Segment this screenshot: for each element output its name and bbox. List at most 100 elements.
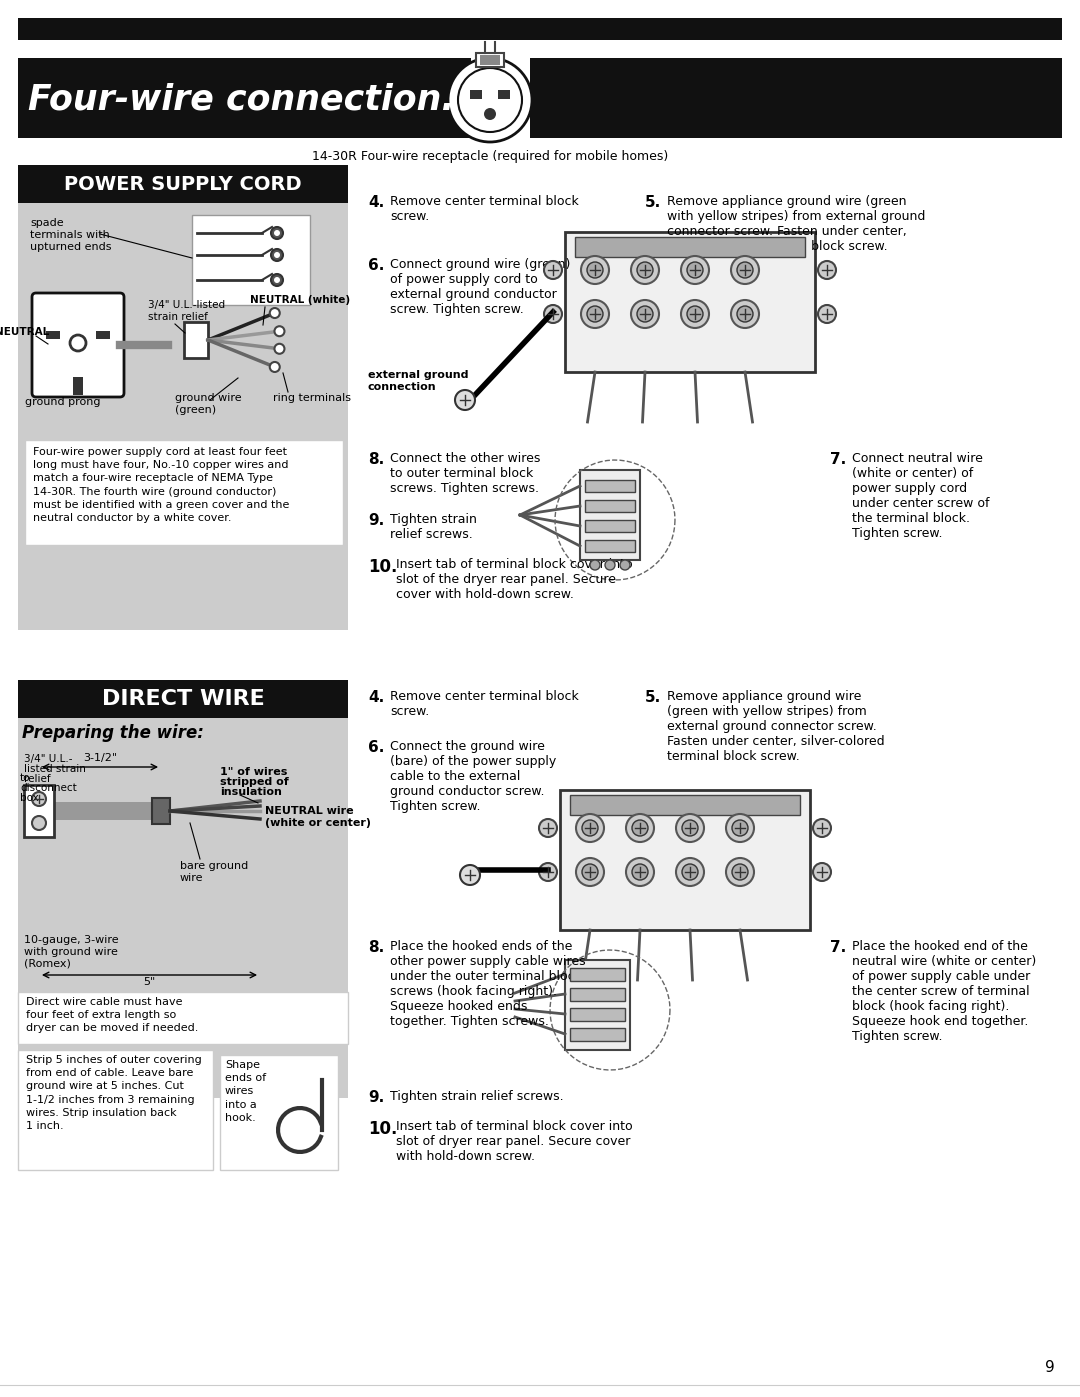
Circle shape [676, 858, 704, 886]
Bar [46, 331, 60, 339]
Text: Connect the other wires
to outer terminal block
screws. Tighten screws.: Connect the other wires to outer termina… [390, 453, 540, 495]
Text: 7.: 7. [831, 453, 847, 467]
Circle shape [448, 59, 532, 142]
Bar [580, 469, 640, 560]
Text: 10-gauge, 3-wire: 10-gauge, 3-wire [24, 935, 119, 944]
Bar [575, 237, 805, 257]
Circle shape [681, 300, 708, 328]
Circle shape [271, 226, 283, 239]
Bar [530, 59, 1062, 138]
Circle shape [732, 820, 748, 835]
Circle shape [453, 61, 528, 138]
Text: ring terminals: ring terminals [273, 393, 351, 402]
Circle shape [605, 560, 615, 570]
Circle shape [451, 61, 529, 138]
Bar [18, 1051, 213, 1171]
Circle shape [818, 305, 836, 323]
Text: Tighten strain relief screws.: Tighten strain relief screws. [390, 1090, 564, 1104]
Circle shape [274, 251, 280, 258]
Text: 5.: 5. [645, 690, 661, 705]
Text: Place the hooked ends of the
other power supply cable wires
under the outer term: Place the hooked ends of the other power… [390, 940, 585, 1028]
Bar [498, 89, 510, 99]
Bar [18, 680, 348, 718]
Text: Connect ground wire (green)
of power supply cord to
external ground conductor
sc: Connect ground wire (green) of power sup… [390, 258, 570, 316]
Text: Tighten strain
relief screws.: Tighten strain relief screws. [390, 513, 477, 541]
Circle shape [454, 64, 526, 136]
Circle shape [588, 263, 603, 278]
Text: 8.: 8. [368, 453, 384, 467]
Circle shape [687, 263, 703, 278]
Bar [585, 520, 635, 532]
Circle shape [484, 108, 496, 120]
Bar [96, 331, 110, 339]
Circle shape [576, 814, 604, 842]
Bar [570, 968, 625, 981]
Text: 9: 9 [1045, 1361, 1055, 1375]
Text: Preparing the wire:: Preparing the wire: [22, 724, 204, 742]
Circle shape [544, 305, 562, 323]
Text: NEUTRAL (white): NEUTRAL (white) [249, 295, 350, 305]
Text: relief: relief [24, 774, 51, 784]
Text: 7.: 7. [831, 940, 847, 956]
Circle shape [539, 819, 557, 837]
Text: Strip 5 inches of outer covering
from end of cable. Leave bare
ground wire at 5 : Strip 5 inches of outer covering from en… [26, 1055, 202, 1132]
Text: 1" of wires: 1" of wires [220, 767, 287, 777]
Text: Remove center terminal block
screw.: Remove center terminal block screw. [390, 690, 579, 718]
Circle shape [582, 863, 598, 880]
Circle shape [813, 819, 831, 837]
Text: strain relief: strain relief [148, 312, 207, 321]
Text: NEUTRAL: NEUTRAL [0, 327, 49, 337]
Text: terminals with: terminals with [30, 231, 110, 240]
Circle shape [460, 865, 480, 886]
Bar [480, 54, 500, 66]
Bar [470, 89, 482, 99]
Text: 3/4" U.L.-listed: 3/4" U.L.-listed [148, 300, 225, 310]
Text: (green): (green) [175, 405, 216, 415]
Text: ground prong: ground prong [25, 397, 100, 407]
Circle shape [726, 814, 754, 842]
Circle shape [581, 300, 609, 328]
Bar [18, 59, 471, 138]
Circle shape [458, 68, 522, 131]
Text: 6.: 6. [368, 740, 384, 754]
Circle shape [581, 256, 609, 284]
Bar [565, 960, 630, 1051]
Bar [25, 440, 343, 545]
Circle shape [676, 814, 704, 842]
Circle shape [590, 560, 600, 570]
Circle shape [274, 327, 284, 337]
Text: stripped of: stripped of [220, 777, 288, 787]
Bar [18, 165, 348, 630]
Bar [18, 18, 1062, 41]
Circle shape [637, 263, 653, 278]
Text: upturned ends: upturned ends [30, 242, 111, 251]
Text: 14-30R Four-wire receptacle (required for mobile homes): 14-30R Four-wire receptacle (required fo… [312, 149, 669, 163]
Text: 10.: 10. [368, 557, 397, 576]
Text: Shape
ends of
wires
into a
hook.: Shape ends of wires into a hook. [225, 1060, 266, 1123]
Text: POWER SUPPLY CORD: POWER SUPPLY CORD [64, 175, 301, 194]
Text: 4.: 4. [368, 196, 384, 210]
Circle shape [631, 256, 659, 284]
Text: 9.: 9. [368, 1090, 384, 1105]
Bar [570, 988, 625, 1002]
Circle shape [626, 814, 654, 842]
Bar [192, 215, 310, 305]
Circle shape [582, 820, 598, 835]
Text: 5.: 5. [645, 196, 661, 210]
Text: box: box [21, 793, 39, 803]
Text: bare ground: bare ground [180, 861, 248, 870]
Circle shape [70, 335, 86, 351]
Circle shape [620, 560, 630, 570]
Circle shape [626, 858, 654, 886]
Bar [54, 802, 154, 820]
Bar [585, 500, 635, 511]
Circle shape [687, 306, 703, 321]
Circle shape [726, 858, 754, 886]
Circle shape [632, 820, 648, 835]
FancyBboxPatch shape [32, 293, 124, 397]
Text: spade: spade [30, 218, 64, 228]
Bar [570, 1028, 625, 1041]
Text: NEUTRAL wire: NEUTRAL wire [265, 806, 353, 816]
Circle shape [588, 306, 603, 321]
Text: Remove appliance ground wire
(green with yellow stripes) from
external ground co: Remove appliance ground wire (green with… [667, 690, 885, 763]
